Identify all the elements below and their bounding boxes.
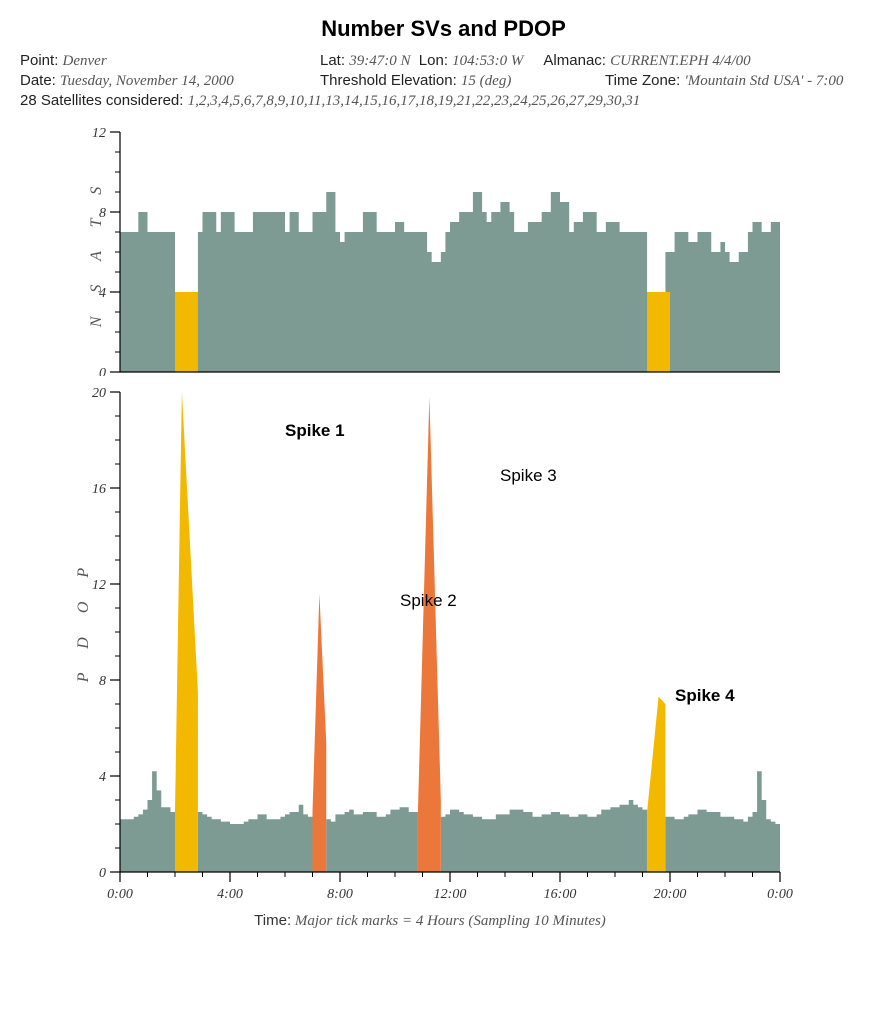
lat-label: Lat: [320,52,345,69]
almanac-val: CURRENT.EPH 4/4/00 [610,53,751,69]
x-axis-caption: Time: Major tick marks = 4 Hours (Sampli… [60,912,800,930]
svg-text:20: 20 [92,386,106,401]
svg-text:12: 12 [92,128,106,141]
svg-text:8: 8 [99,674,106,689]
thresh-val: 15 (deg) [461,73,511,89]
svg-text:0: 0 [99,866,106,881]
lon-val: 104:53:0 W [452,53,523,69]
x-caption-val: Major tick marks = 4 Hours (Sampling 10 … [295,913,606,929]
pdop-ylabel: P D O P [75,558,93,682]
svg-text:0:00: 0:00 [767,887,793,902]
lat-val: 39:47:0 N [349,53,410,69]
almanac-label: Almanac: [543,52,606,69]
svg-text:Spike 2: Spike 2 [400,591,457,610]
svg-text:0: 0 [99,366,106,376]
svg-text:Spike 1: Spike 1 [285,421,345,440]
svg-text:0:00: 0:00 [107,887,133,902]
svg-text:12:00: 12:00 [434,887,467,902]
svg-text:8:00: 8:00 [327,887,353,902]
svg-text:16: 16 [92,482,106,497]
tz-label: Time Zone: [605,72,680,89]
svg-text:4: 4 [99,770,106,785]
point-val: Denver [63,53,107,69]
nsats-chart: N S A T S 04812 [60,128,867,376]
sat-label: 28 Satellites considered: [20,92,183,109]
nsats-ylabel: N S A T S [88,177,106,327]
svg-text:Spike 3: Spike 3 [500,466,557,485]
svg-text:4:00: 4:00 [217,887,243,902]
thresh-label: Threshold Elevation: [320,72,457,89]
date-val: Tuesday, November 14, 2000 [60,73,234,89]
sat-val: 1,2,3,4,5,6,7,8,9,10,11,13,14,15,16,17,1… [188,93,641,109]
meta-row-1: Point: Denver Lat: 39:47:0 N Lon: 104:53… [20,52,867,70]
point-label: Point: [20,52,58,69]
meta-row-3: 28 Satellites considered: 1,2,3,4,5,6,7,… [20,92,867,110]
date-label: Date: [20,72,56,89]
svg-text:Spike 4: Spike 4 [675,686,735,705]
tz-val: 'Mountain Std USA' - 7:00 [684,73,843,89]
page-title: Number SVs and PDOP [20,16,867,42]
x-caption-label: Time: [254,912,291,929]
svg-text:12: 12 [92,578,106,593]
pdop-chart: P D O P 0 4 8 12 16 20 0:00 4:00 8:00 12:00 16:00 2… [60,386,867,906]
svg-text:16:00: 16:00 [544,887,577,902]
meta-row-2: Date: Tuesday, November 14, 2000 Thresho… [20,72,867,90]
svg-text:20:00: 20:00 [654,887,687,902]
lon-label: Lon: [419,52,448,69]
